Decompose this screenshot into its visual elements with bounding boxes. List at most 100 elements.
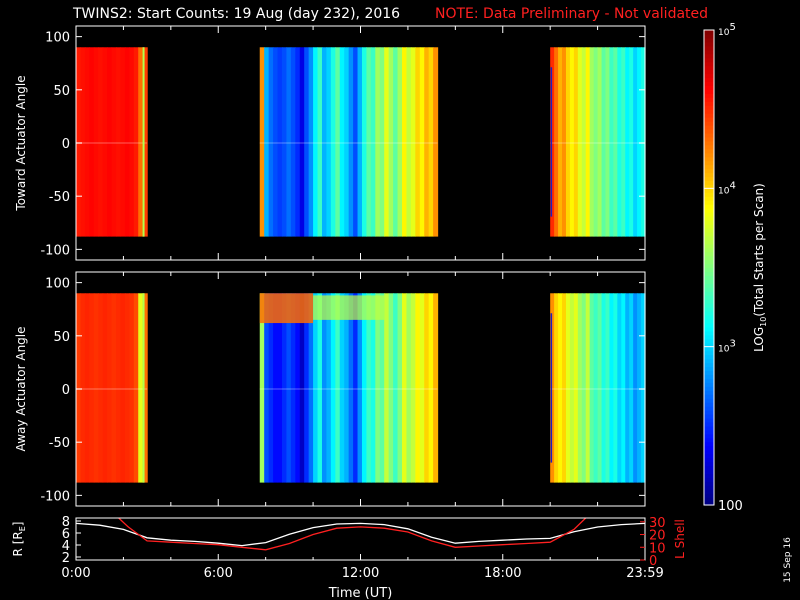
heatmap-column — [133, 293, 139, 483]
colorbar-cell — [704, 57, 714, 63]
colorbar-cell — [704, 235, 714, 241]
colorbar-cell — [704, 140, 714, 146]
colorbar-cell — [704, 457, 714, 463]
x-tick-label: 12:00 — [342, 566, 379, 581]
colorbar-cell — [704, 350, 714, 356]
heatmap-column — [605, 47, 611, 237]
colorbar-cell — [704, 346, 714, 352]
colorbar-cell — [704, 382, 714, 387]
y-tick-label: 0 — [62, 137, 70, 152]
y-tick-label: 100 — [45, 277, 70, 292]
y-axis-label-right: L Shell — [673, 519, 687, 559]
heatmap-column — [281, 47, 288, 237]
colorbar-cell — [704, 247, 714, 253]
heatmap-column — [406, 293, 412, 483]
colorbar-cell — [704, 255, 714, 261]
colorbar-cell — [704, 239, 714, 245]
heatmap-column — [609, 293, 614, 483]
heatmap-column — [124, 47, 130, 237]
colorbar-cell — [704, 148, 714, 154]
colorbar-cell — [704, 89, 714, 94]
colorbar-cell — [704, 164, 714, 170]
chart-title: TWINS2: Start Counts: 19 Aug (day 232), … — [73, 6, 401, 22]
colorbar-cell — [704, 196, 714, 201]
colorbar-cell — [704, 113, 714, 118]
colorbar-cell — [704, 303, 714, 308]
heatmap-column — [613, 47, 618, 237]
colorbar-cell — [704, 37, 714, 43]
heatmap-column — [133, 47, 139, 237]
heatmap-column — [273, 293, 279, 483]
heatmap-column — [107, 47, 113, 237]
heatmap-column — [433, 47, 439, 237]
y-tick-label: 0 — [62, 383, 70, 398]
heatmap-column — [597, 293, 603, 483]
heatmap-column — [102, 47, 108, 237]
colorbar-cell — [704, 366, 714, 372]
heatmap-column — [589, 47, 595, 237]
x-tick-label: 18:00 — [484, 566, 521, 581]
colorbar-cell — [704, 227, 714, 233]
heatmap-column — [585, 47, 591, 237]
heatmap-column — [565, 47, 571, 237]
heatmap-column — [295, 47, 301, 237]
heatmap-column — [326, 47, 332, 237]
colorbar-label: LOG10(Total Starts per Scan) — [752, 183, 768, 352]
heatmap-column — [641, 47, 646, 237]
heatmap-column — [410, 293, 416, 483]
heatmap-column — [304, 47, 310, 237]
heatmap-column — [401, 47, 408, 237]
heatmap-column — [593, 47, 599, 237]
heatmap-column — [357, 293, 363, 483]
colorbar-cell — [704, 390, 714, 395]
colorbar-cell — [704, 188, 714, 193]
colorbar: 105 104 103 100 LOG10(Total Starts per Scan) — [703, 22, 768, 514]
heatmap-column — [370, 293, 376, 483]
x-tick-label: 23:59 — [626, 566, 663, 581]
heatmap-column — [637, 47, 642, 237]
heatmap-column — [273, 47, 279, 237]
colorbar-cell — [704, 251, 714, 257]
heatmap-column — [299, 293, 305, 483]
colorbar-cell — [704, 243, 714, 249]
colorbar-cell — [704, 330, 714, 336]
colorbar-cell — [704, 342, 714, 348]
colorbar-cell — [704, 489, 714, 494]
heatmap-column — [304, 293, 310, 483]
heatmap-column — [76, 293, 82, 483]
heatmap-column — [573, 293, 579, 483]
heatmap-column — [562, 293, 567, 483]
heatmap-column — [565, 293, 571, 483]
heatmap-column — [116, 47, 122, 237]
x-tick-label: 6:00 — [204, 566, 233, 581]
heatmap-column — [84, 293, 90, 483]
colorbar-cell — [704, 445, 714, 451]
heatmap-column — [107, 293, 113, 483]
y-axis-label-left: R [RE] — [11, 522, 27, 557]
colorbar-cell — [704, 65, 714, 71]
colorbar-cell — [704, 283, 714, 288]
colorbar-cell — [704, 216, 714, 221]
y-tick-label: 2 — [62, 551, 70, 566]
colorbar-cell — [704, 311, 714, 316]
heatmap-column — [593, 293, 599, 483]
heatmap-column — [344, 293, 350, 483]
heatmap-column — [361, 47, 368, 237]
heatmap-column — [366, 47, 372, 237]
heatmap-column — [637, 293, 642, 483]
y-tick-label-right: 30 — [649, 516, 666, 531]
colorbar-cell — [704, 461, 714, 467]
colorbar-cell — [704, 53, 714, 59]
y-tick-label: -100 — [40, 243, 70, 258]
heatmap-column — [138, 293, 144, 483]
heatmap-column — [379, 47, 385, 237]
colorbar-cell — [704, 30, 714, 35]
colorbar-tick-label: 104 — [718, 180, 736, 196]
heatmap-column — [321, 47, 328, 237]
colorbar-cell — [704, 184, 714, 189]
y-tick-label: 6 — [62, 527, 70, 542]
heatmap-column — [353, 293, 359, 483]
panel-away: 100 50 0 -50 -100 Away Actuator Angle — [14, 271, 646, 507]
heatmap-column — [111, 293, 117, 483]
